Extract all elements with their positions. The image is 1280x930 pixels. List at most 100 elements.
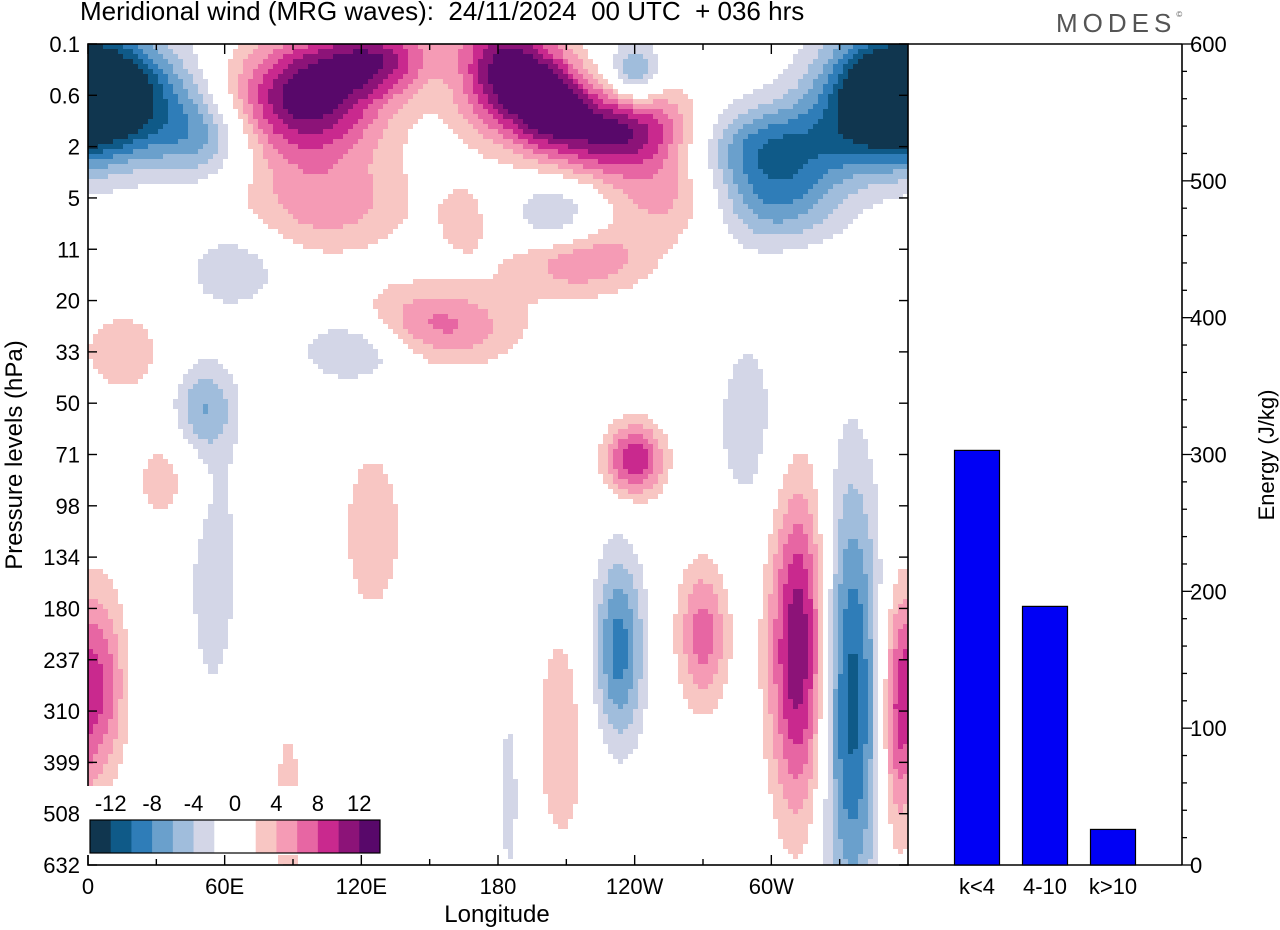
contour-cell (828, 694, 833, 699)
contour-cell (883, 724, 888, 729)
contour-cell (778, 824, 808, 829)
contour-cell (313, 224, 343, 229)
contour-cell (678, 604, 688, 609)
contour-cell (888, 694, 893, 699)
contour-cell (838, 104, 908, 109)
contour-cell (863, 849, 873, 854)
contour-cell (833, 489, 848, 494)
contour-cell (828, 104, 838, 109)
contour-cell (643, 424, 658, 429)
contour-cell (873, 724, 878, 729)
contour-cell (373, 304, 403, 309)
contour-cell (603, 474, 613, 479)
contour-cell (633, 629, 643, 634)
contour-cell (838, 734, 848, 739)
contour-cell (628, 724, 643, 729)
contour-cell (123, 54, 138, 59)
contour-cell (858, 594, 868, 599)
contour-cell (688, 699, 718, 704)
contour-cell (578, 94, 588, 99)
contour-cell (873, 674, 878, 679)
wind-field-layer (88, 44, 908, 865)
contour-cell (743, 244, 808, 249)
contour-cell (778, 499, 788, 504)
contour-cell (628, 604, 638, 609)
contour-cell (208, 509, 228, 514)
contour-cell (258, 89, 268, 94)
contour-cell (713, 644, 723, 649)
contour-cell (503, 259, 548, 264)
contour-cell (818, 49, 833, 54)
contour-cell (803, 689, 808, 694)
contour-cell (758, 249, 783, 254)
contour-cell (848, 714, 858, 719)
contour-cell (768, 624, 773, 629)
contour-cell (598, 464, 608, 469)
contour-cell (898, 689, 908, 694)
contour-cell (893, 639, 898, 644)
contour-cell (873, 669, 878, 674)
contour-cell (283, 44, 308, 49)
contour-cell (838, 624, 843, 629)
contour-cell (163, 54, 178, 59)
contour-cell (603, 439, 613, 444)
contour-cell (783, 584, 808, 589)
contour-cell (558, 74, 568, 79)
contour-cell (278, 764, 298, 769)
contour-cell (168, 74, 178, 79)
colorbar-swatch (338, 820, 360, 853)
contour-cell (673, 614, 683, 619)
contour-cell (658, 479, 668, 484)
contour-cell (503, 794, 518, 799)
contour-cell (113, 669, 123, 674)
contour-cell (203, 284, 263, 289)
contour-cell (898, 744, 903, 749)
contour-cell (678, 104, 693, 109)
contour-cell (723, 129, 738, 134)
contour-cell (463, 44, 473, 49)
contour-cell (718, 609, 728, 614)
contour-cell (848, 719, 858, 724)
contour-cell (508, 849, 513, 854)
contour-cell (868, 694, 873, 699)
contour-cell (458, 64, 468, 69)
contour-cell (643, 624, 648, 629)
contour-cell (838, 819, 868, 824)
contour-cell (118, 714, 128, 719)
contour-cell (573, 79, 578, 84)
contour-cell (728, 224, 748, 229)
contour-cell (833, 809, 838, 814)
contour-cell (453, 94, 468, 99)
contour-cell (788, 694, 803, 699)
contour-cell (758, 644, 768, 649)
contour-cell (793, 559, 803, 564)
contour-cell (413, 349, 508, 354)
contour-cell (103, 669, 113, 674)
contour-cell (153, 109, 168, 114)
contour-cell (513, 139, 528, 144)
contour-cell (898, 724, 908, 729)
contour-cell (603, 634, 613, 639)
contour-cell (238, 114, 248, 119)
contour-cell (288, 64, 308, 69)
contour-cell (328, 329, 348, 334)
contour-cell (128, 134, 148, 139)
contour-cell (868, 689, 873, 694)
contour-cell (413, 79, 428, 84)
contour-cell (208, 134, 218, 139)
contour-cell (188, 439, 208, 444)
contour-cell (543, 764, 578, 769)
contour-cell (523, 129, 538, 134)
contour-cell (708, 144, 718, 149)
contour-cell (763, 564, 773, 569)
contour-cell (653, 449, 663, 454)
contour-cell (248, 189, 273, 194)
contour-cell (633, 669, 643, 674)
contour-cell (763, 144, 868, 149)
contour-cell (203, 534, 233, 539)
contour-cell (238, 94, 248, 99)
contour-cell (833, 49, 848, 54)
contour-cell (733, 369, 763, 374)
contour-cell (103, 764, 118, 769)
contour-cell (258, 214, 293, 219)
